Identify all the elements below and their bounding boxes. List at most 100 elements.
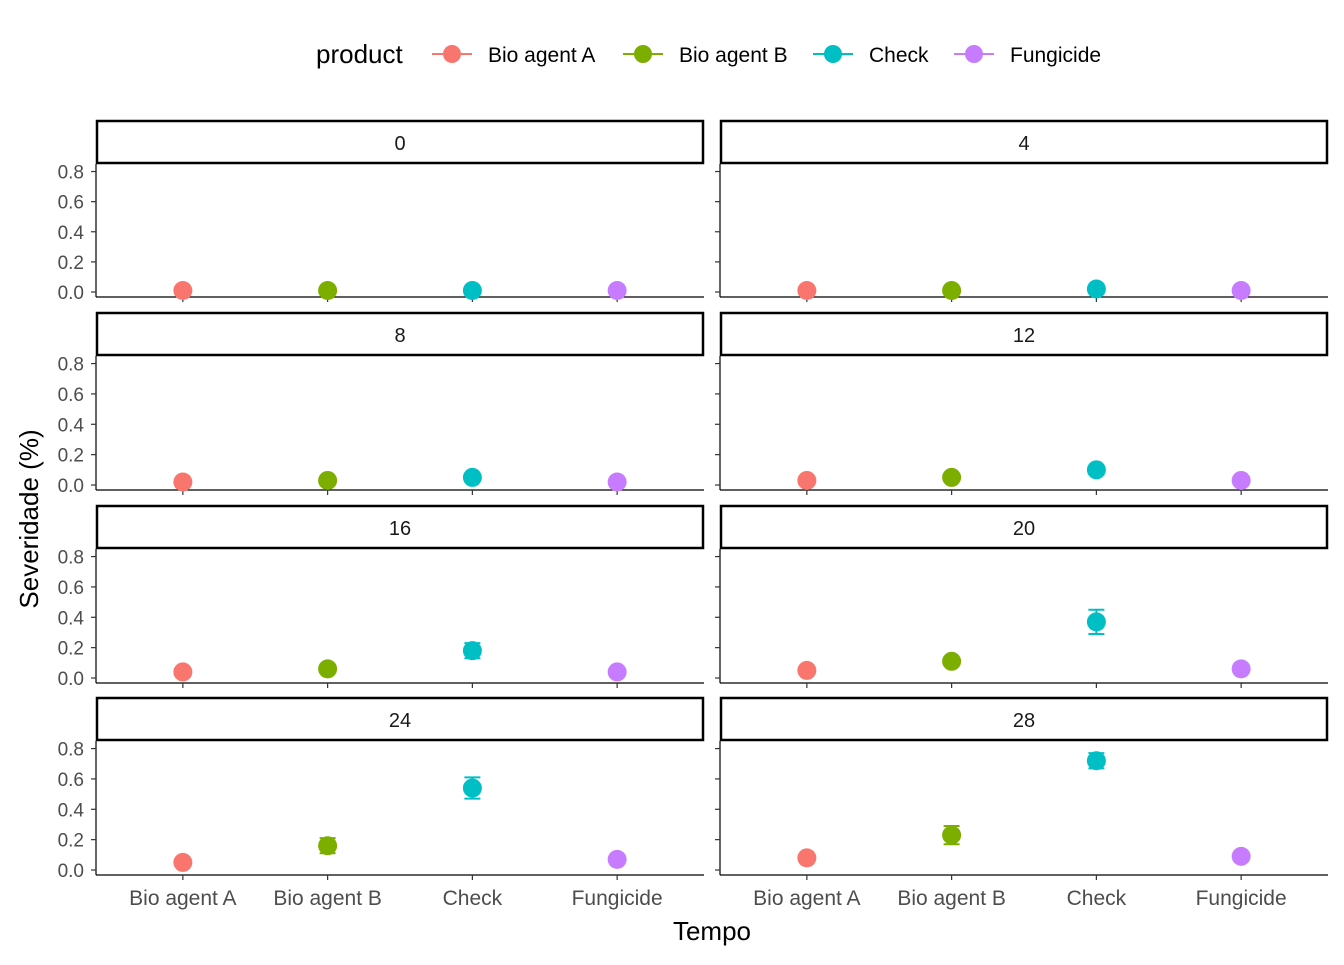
- legend-item: Fungicide: [954, 44, 1101, 67]
- x-tick-label: Fungicide: [1196, 887, 1287, 910]
- facet-strip-label: 20: [1013, 518, 1035, 540]
- legend-label: Check: [869, 44, 929, 67]
- x-tick-label: Bio agent B: [273, 887, 382, 910]
- x-tick-label: Fungicide: [572, 887, 663, 910]
- legend-key-marker: [634, 45, 652, 63]
- data-point: [173, 662, 193, 682]
- facet-strip: [95, 696, 705, 742]
- facet-panel: 0 0.0 0.2 0.4 0.6 0.8: [58, 119, 705, 304]
- data-point: [607, 280, 627, 300]
- y-tick-label: 0.2: [58, 446, 84, 467]
- data-point: [1086, 612, 1106, 632]
- facet-strip-label: 8: [394, 325, 405, 347]
- data-point: [942, 825, 962, 845]
- facet-strip-label: 12: [1013, 325, 1035, 347]
- x-axis-title: Tempo: [673, 916, 751, 946]
- legend-item: Bio agent B: [623, 44, 788, 67]
- data-point: [462, 467, 482, 487]
- data-point: [1086, 460, 1106, 480]
- facet-strip-label: 28: [1013, 710, 1035, 732]
- y-tick-label: 0.0: [58, 283, 84, 304]
- legend-item: Check: [813, 44, 929, 67]
- facet-panels: 0 0.0 0.2 0.4 0.6 0.8 4 8 0.0 0.2 0.4 0.6 0.8 12 16 0.0…: [58, 119, 1329, 910]
- data-point: [173, 280, 193, 300]
- facet-panel: 20: [715, 504, 1329, 688]
- y-tick-label: 0.6: [58, 578, 84, 599]
- legend-label: Bio agent B: [679, 44, 788, 67]
- data-point: [1086, 279, 1106, 299]
- data-point: [1086, 751, 1106, 771]
- data-point: [942, 280, 962, 300]
- data-point: [607, 849, 627, 869]
- data-point: [607, 662, 627, 682]
- facet-strip: [719, 119, 1329, 165]
- y-tick-label: 0.4: [58, 223, 85, 244]
- y-tick-label: 0.6: [58, 770, 84, 791]
- y-tick-label: 0.4: [58, 608, 85, 629]
- y-tick-label: 0.4: [58, 415, 85, 436]
- data-point: [942, 651, 962, 671]
- legend: product Bio agent A Bio agent B Check Fungi…: [316, 39, 1101, 69]
- facet-panel: 24 0.0 0.2 0.4 0.6 0.8 Bio agent A Bio agent B C…: [58, 696, 705, 910]
- y-tick-label: 0.8: [58, 740, 84, 761]
- legend-key-marker: [965, 45, 983, 63]
- facet-panel: 12: [715, 311, 1329, 495]
- facet-strip-label: 24: [389, 710, 411, 732]
- data-point: [318, 280, 338, 300]
- data-point: [462, 280, 482, 300]
- data-point: [1231, 280, 1251, 300]
- legend-label: Fungicide: [1010, 44, 1101, 67]
- facet-strip-label: 16: [389, 518, 411, 540]
- y-axis-title: Severidade (%): [14, 429, 44, 608]
- data-point: [173, 852, 193, 872]
- data-point: [797, 280, 817, 300]
- y-tick-label: 0.2: [58, 831, 84, 852]
- facet-strip-label: 4: [1018, 133, 1029, 155]
- data-point: [797, 470, 817, 490]
- facet-strip: [719, 311, 1329, 357]
- facet-strip: [95, 504, 705, 550]
- legend-key-marker: [824, 45, 842, 63]
- x-tick-label: Bio agent A: [129, 887, 236, 910]
- data-point: [942, 467, 962, 487]
- y-tick-label: 0.8: [58, 355, 84, 376]
- y-tick-label: 0.8: [58, 163, 84, 184]
- facet-strip: [719, 504, 1329, 550]
- x-tick-label: Check: [443, 887, 503, 910]
- facet-strip: [95, 311, 705, 357]
- y-tick-label: 0.6: [58, 385, 84, 406]
- facet-panel: 16 0.0 0.2 0.4 0.6 0.8: [58, 504, 705, 690]
- x-tick-label: Bio agent A: [753, 887, 860, 910]
- data-point: [318, 659, 338, 679]
- data-point: [797, 660, 817, 680]
- data-point: [1231, 846, 1251, 866]
- legend-key-marker: [443, 45, 461, 63]
- x-tick-label: Check: [1067, 887, 1127, 910]
- facet-panel: 28 Bio agent A Bio agent B Check Fungicide: [715, 696, 1329, 910]
- facet-panel: 8 0.0 0.2 0.4 0.6 0.8: [58, 311, 705, 497]
- y-tick-label: 0.6: [58, 193, 84, 214]
- legend-item: Bio agent A: [432, 44, 595, 67]
- facet-strip-label: 0: [394, 133, 405, 155]
- y-tick-label: 0.4: [58, 800, 85, 821]
- data-point: [1231, 470, 1251, 490]
- data-point: [462, 778, 482, 798]
- data-point: [173, 472, 193, 492]
- data-point: [318, 470, 338, 490]
- data-point: [318, 836, 338, 856]
- facet-strip: [719, 696, 1329, 742]
- y-tick-label: 0.0: [58, 669, 84, 690]
- y-tick-label: 0.8: [58, 548, 84, 569]
- legend-title: product: [316, 39, 403, 69]
- y-tick-label: 0.2: [58, 639, 84, 660]
- data-point: [1231, 659, 1251, 679]
- legend-label: Bio agent A: [488, 44, 595, 67]
- data-point: [797, 848, 817, 868]
- y-tick-label: 0.2: [58, 253, 84, 274]
- y-tick-label: 0.0: [58, 476, 84, 497]
- y-tick-label: 0.0: [58, 861, 84, 882]
- facet-strip: [95, 119, 705, 165]
- data-point: [607, 472, 627, 492]
